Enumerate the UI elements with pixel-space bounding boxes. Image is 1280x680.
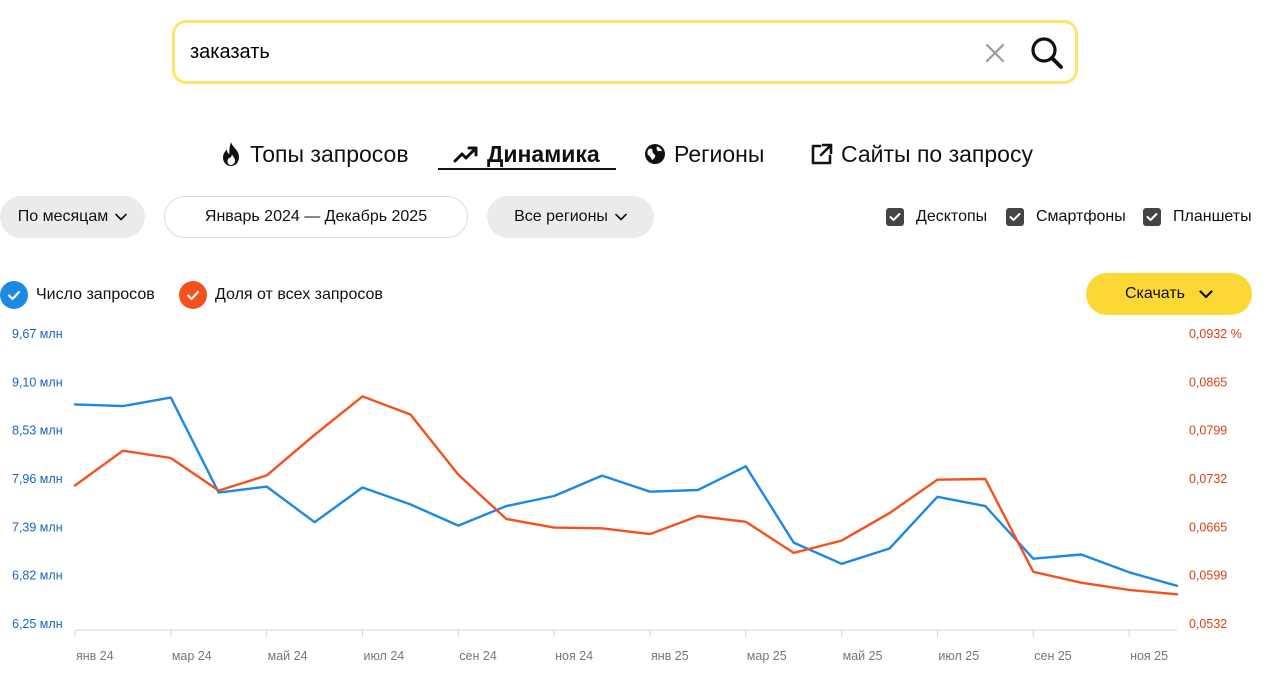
left-axis-tick-label: 7,96 млн [12, 472, 63, 486]
fire-icon [223, 142, 239, 166]
x-axis-tick-label: мар 25 [747, 649, 787, 663]
right-axis-tick-label: 0,0599 [1189, 569, 1227, 583]
series-line-share [73, 395, 1179, 596]
regions-label: Все регионы [514, 208, 608, 225]
legend-query-count[interactable]: Число запросов [0, 280, 155, 310]
series-line-query-count [73, 396, 1179, 587]
search-bar [172, 20, 1078, 84]
tab-top-queries[interactable]: Топы запросов [220, 136, 409, 172]
right-axis-tick-label: 0,0932 % [1189, 327, 1242, 341]
tab-dynamics-label: Динамика [487, 140, 600, 167]
left-axis-tick-label: 6,25 млн [12, 617, 63, 631]
legend-query-count-label: Число запросов [36, 286, 155, 303]
x-axis-tick-label: май 24 [268, 649, 308, 663]
regions-dropdown[interactable]: Все регионы [487, 196, 654, 238]
left-axis-tick-label: 7,39 млн [12, 520, 63, 534]
checkbox-checked-icon [1143, 208, 1161, 226]
legend-share[interactable]: Доля от всех запросов [179, 280, 383, 310]
globe-icon [645, 144, 665, 164]
x-axis-tick-label: май 25 [843, 649, 883, 663]
tab-regions[interactable]: Регионы [644, 136, 764, 172]
download-label: Скачать [1125, 285, 1185, 302]
chevron-down-icon [1199, 289, 1213, 298]
left-axis-tick-label: 8,53 млн [12, 424, 63, 438]
tab-sites[interactable]: Сайты по запросу [810, 136, 1033, 172]
x-axis-tick-label: мар 24 [172, 649, 212, 663]
search-icon [1031, 37, 1063, 69]
period-selector[interactable]: Январь 2024 — Декабрь 2025 [164, 196, 468, 238]
dynamics-chart: 9,67 млн 9,10 млн 8,53 млн 7,96 млн 7,39 млн… [12, 327, 1242, 663]
left-axis-tick-label: 9,10 млн [12, 375, 63, 389]
search-input[interactable] [190, 32, 970, 72]
legend-check-icon [179, 281, 207, 309]
device-smartphones-checkbox[interactable]: Смартфоны [1006, 205, 1126, 229]
right-axis-tick-label: 0,0665 [1189, 520, 1227, 534]
x-axis-tick-label: янв 25 [651, 649, 689, 663]
checkbox-checked-icon [886, 208, 904, 226]
x-axis-tick-label: сен 24 [459, 649, 497, 663]
x-axis: янв 24 мар 24 май 24 июл 24 сен 24 ноя 24 янв … [74, 630, 1168, 663]
download-button[interactable]: Скачать [1086, 273, 1252, 315]
left-axis-tick-label: 9,67 млн [12, 327, 63, 341]
left-axis-tick-label: 6,82 млн [12, 569, 63, 583]
chevron-down-icon [615, 213, 627, 221]
x-axis-tick-label: янв 24 [76, 649, 114, 663]
x-axis-tick-label: июл 24 [363, 649, 404, 663]
group-by-label: По месяцам [17, 208, 109, 225]
x-axis-tick-label: сен 25 [1034, 649, 1072, 663]
left-axis: 9,67 млн 9,10 млн 8,53 млн 7,96 млн 7,39 млн… [12, 327, 63, 631]
series-layer [73, 395, 1179, 596]
group-by-dropdown[interactable]: По месяцам [0, 196, 145, 238]
tab-sites-label: Сайты по запросу [841, 140, 1033, 167]
trend-up-icon [453, 146, 478, 163]
right-axis-tick-label: 0,0532 [1189, 617, 1227, 631]
tab-top-queries-label: Топы запросов [250, 140, 409, 167]
close-icon [985, 43, 1005, 63]
checkbox-checked-icon [1006, 208, 1024, 226]
tab-dynamics[interactable]: Динамика [453, 136, 600, 172]
legend-share-label: Доля от всех запросов [215, 286, 383, 303]
legend-check-icon [0, 281, 28, 309]
x-axis-tick-label: июл 25 [938, 649, 979, 663]
device-tablets-checkbox[interactable]: Планшеты [1143, 205, 1252, 229]
right-axis-tick-label: 0,0732 [1189, 472, 1227, 486]
right-axis-tick-label: 0,0799 [1189, 424, 1227, 438]
device-desktops-label: Десктопы [916, 208, 988, 225]
device-desktops-checkbox[interactable]: Десктопы [886, 205, 987, 229]
active-tab-indicator [438, 168, 616, 170]
period-label: Январь 2024 — Декабрь 2025 [204, 208, 428, 225]
device-smartphones-label: Смартфоны [1036, 208, 1126, 225]
clear-search-button[interactable] [982, 40, 1008, 66]
x-axis-tick-label: ноя 25 [1130, 649, 1168, 663]
right-axis-tick-label: 0,0865 [1189, 375, 1227, 389]
search-button[interactable] [1028, 34, 1066, 72]
right-axis: 0,0932 % 0,0865 0,0799 0,0732 0,0665 0,0599 0,… [1189, 327, 1242, 631]
device-tablets-label: Планшеты [1173, 208, 1252, 225]
external-link-icon [811, 143, 833, 164]
chevron-down-icon [115, 213, 128, 221]
tab-regions-label: Регионы [674, 140, 765, 167]
x-axis-tick-label: ноя 24 [555, 649, 593, 663]
